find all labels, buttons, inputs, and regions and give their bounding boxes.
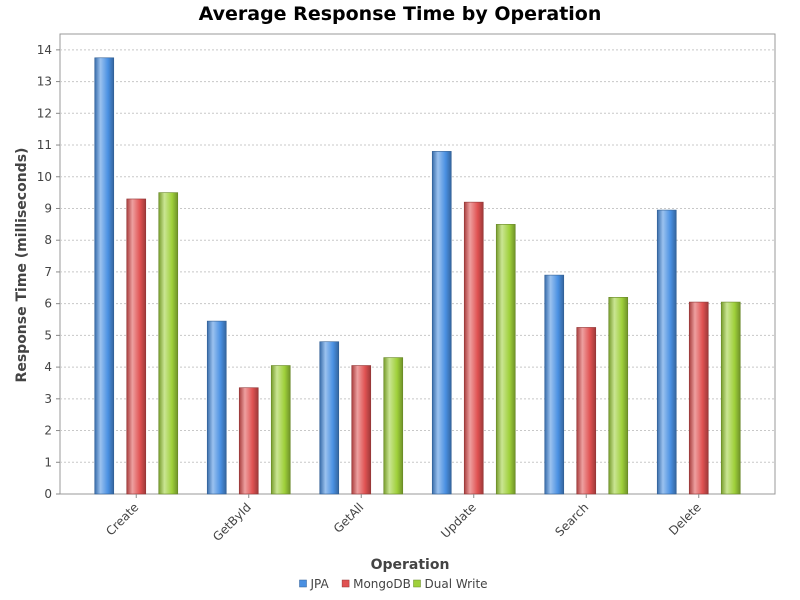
x-tick-label: Update — [438, 500, 479, 541]
y-tick-label: 11 — [37, 138, 52, 152]
bar-jpa-getbyid — [206, 320, 227, 495]
bar-jpa-update — [431, 151, 452, 495]
y-tick-label: 14 — [37, 43, 52, 57]
legend-label: MongoDB — [353, 577, 411, 591]
x-tick-label: Create — [103, 500, 141, 538]
y-tick-label: 8 — [44, 233, 52, 247]
x-tick-label: GetById — [210, 500, 254, 544]
y-tick-label: 4 — [44, 360, 52, 374]
x-tick-label: GetAll — [331, 500, 367, 536]
y-tick-label: 1 — [44, 455, 52, 469]
x-tick-label: Search — [552, 500, 591, 539]
y-tick-label: 5 — [44, 328, 52, 342]
bar-dual-write-update — [495, 224, 516, 495]
bar-jpa-getall — [319, 341, 340, 495]
bar-dual-write-delete — [720, 301, 741, 495]
legend-swatch — [413, 579, 421, 588]
bar-mongodb-delete — [688, 301, 709, 495]
bar-dual-write-search — [608, 297, 629, 495]
y-tick-label: 0 — [44, 487, 52, 501]
bars — [94, 57, 741, 495]
x-axis: Create GetById GetAll Update Search Delete — [103, 494, 704, 544]
bar-mongodb-search — [576, 327, 597, 495]
plot-area — [59, 33, 776, 495]
y-tick-label: 12 — [37, 106, 52, 120]
chart-title: Average Response Time by Operation — [199, 3, 602, 25]
y-tick-label: 13 — [37, 75, 52, 89]
bar-jpa-search — [544, 274, 565, 495]
legend-swatch — [299, 579, 307, 588]
bar-dual-write-create — [158, 192, 179, 495]
bar-dual-write-getall — [383, 357, 404, 495]
y-tick-label: 6 — [44, 297, 52, 311]
y-tick-label: 9 — [44, 201, 52, 215]
legend-label: Dual Write — [425, 577, 488, 591]
bar-mongodb-getall — [351, 365, 372, 495]
legend-swatch — [341, 579, 350, 588]
x-tick-label: Delete — [666, 500, 704, 538]
bar-jpa-delete — [656, 209, 677, 495]
bar-mongodb-getbyid — [238, 387, 259, 495]
bar-jpa-create — [94, 57, 115, 495]
bar-mongodb-create — [126, 198, 147, 495]
legend-label: JPA — [310, 577, 330, 591]
y-tick-label: 3 — [44, 392, 52, 406]
y-tick-label: 7 — [44, 265, 52, 279]
y-axis-label: Response Time (milliseconds) — [14, 148, 30, 383]
legend: JPA MongoDB Dual Write — [299, 577, 488, 591]
y-tick-label: 10 — [37, 170, 52, 184]
bar-dual-write-getbyid — [270, 365, 291, 495]
grid-lines — [60, 49, 775, 463]
x-axis-label: Operation — [371, 557, 450, 573]
bar-mongodb-update — [463, 201, 484, 495]
y-tick-label: 2 — [44, 424, 52, 438]
